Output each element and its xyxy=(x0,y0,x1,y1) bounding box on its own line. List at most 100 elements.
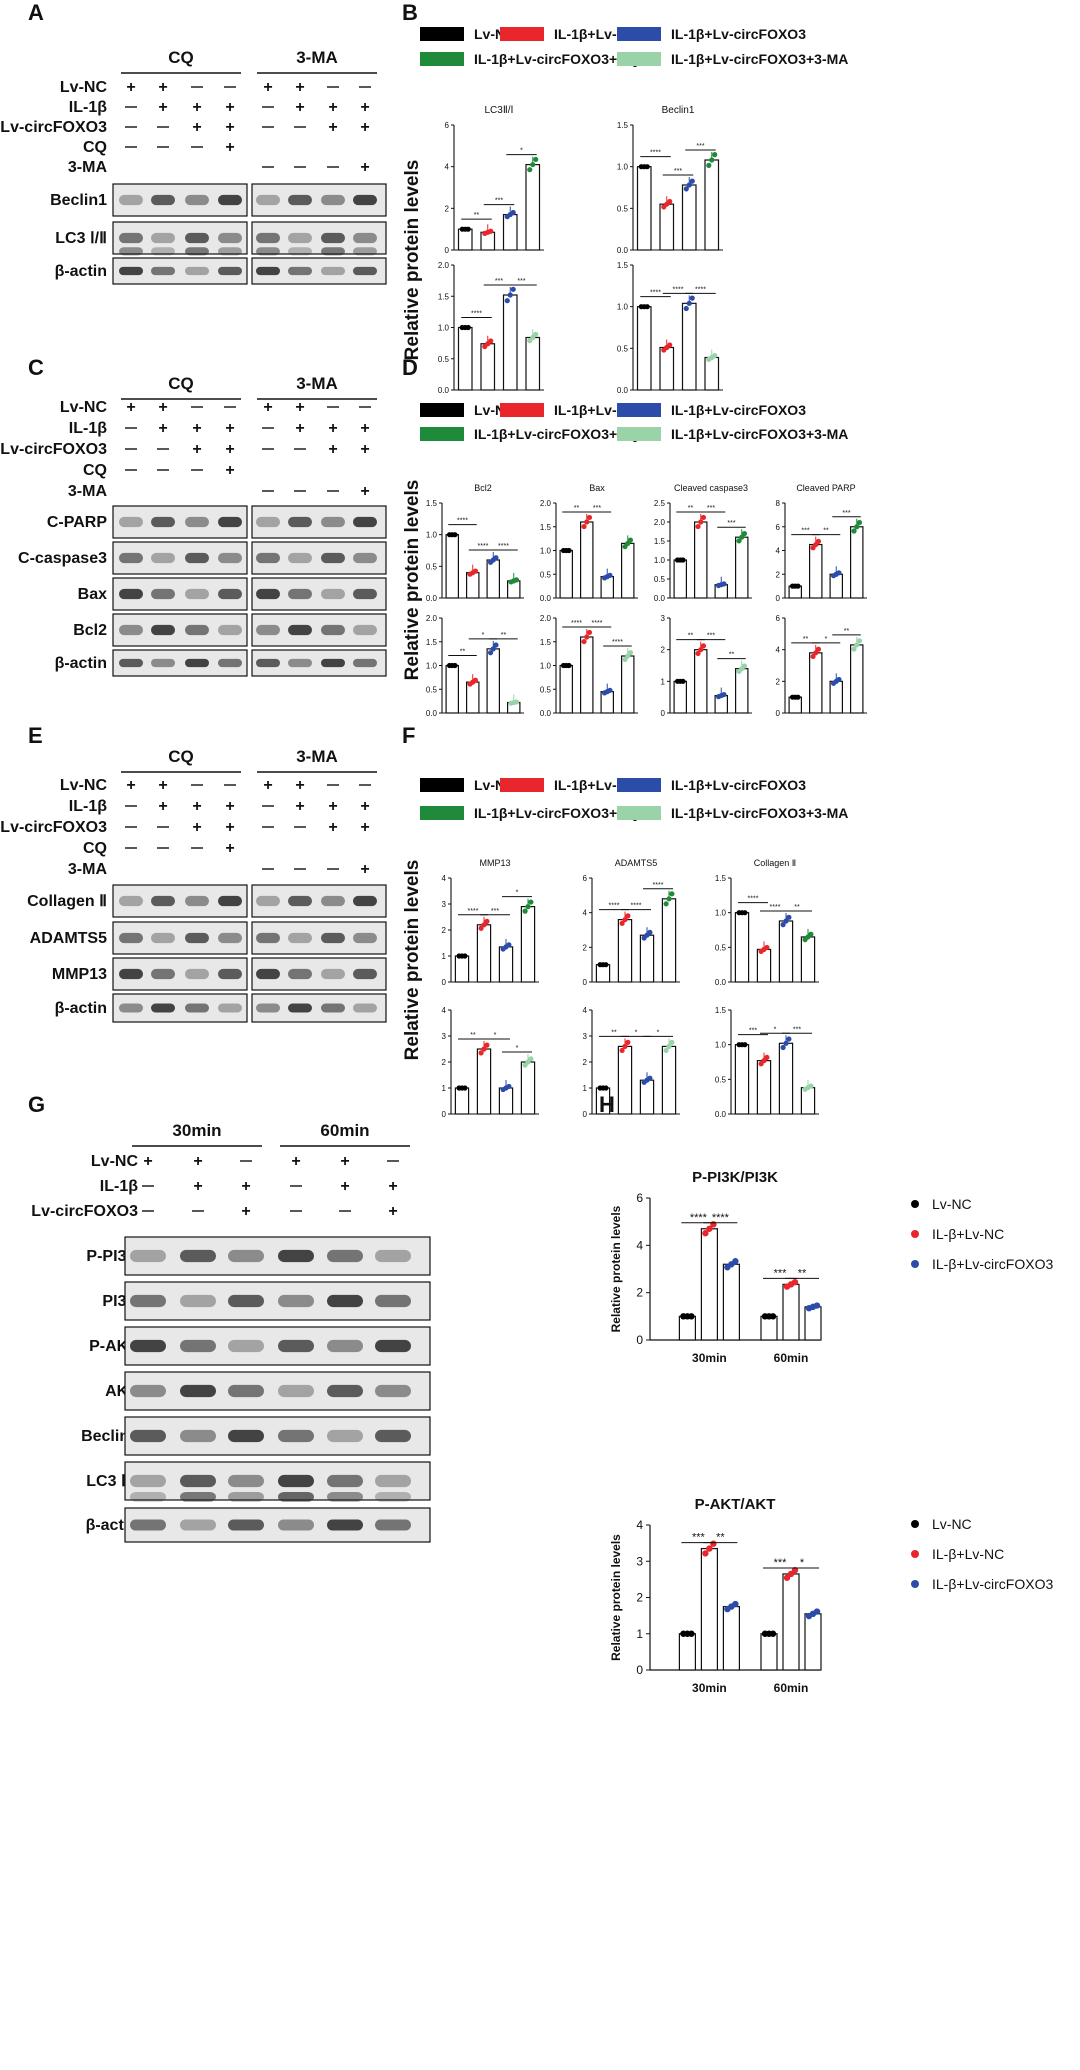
bar xyxy=(520,1061,536,1115)
treatment-sign: + xyxy=(360,119,369,136)
sig-label: * xyxy=(635,1029,638,1036)
treatment-label: CQ xyxy=(83,139,107,156)
y-tick-label: 2 xyxy=(442,1058,447,1067)
band xyxy=(185,1003,209,1013)
group-header: 3-MA xyxy=(296,48,338,67)
sig-label: *** xyxy=(674,168,682,175)
bar xyxy=(636,306,652,391)
data-point xyxy=(667,198,673,205)
data-point xyxy=(795,583,801,589)
data-point xyxy=(452,532,458,538)
band xyxy=(130,1294,166,1308)
sig-label: * xyxy=(774,1026,777,1033)
bar xyxy=(579,636,594,714)
y-tick-label: 1.0 xyxy=(617,303,629,312)
band xyxy=(288,1003,312,1013)
band xyxy=(180,1474,216,1488)
band xyxy=(321,266,345,276)
band xyxy=(353,194,377,206)
band xyxy=(228,1474,264,1488)
panel-d: DLv-NC IL-1β+Lv-NC IL-1β+Lv-circFOXO3IL-1β… xyxy=(402,355,848,442)
data-point xyxy=(783,1574,791,1581)
band xyxy=(130,1491,166,1502)
y-tick-label: 2 xyxy=(445,204,450,213)
bar xyxy=(693,649,708,714)
bar xyxy=(661,898,677,983)
y-tick-label: 4 xyxy=(636,1518,643,1532)
y-tick-label: 1.0 xyxy=(540,547,552,556)
bar xyxy=(808,652,823,714)
band xyxy=(228,1249,264,1263)
band xyxy=(185,194,209,206)
band xyxy=(278,1491,314,1502)
treatment-sign: + xyxy=(225,462,234,479)
bar xyxy=(829,680,843,714)
band xyxy=(375,1339,411,1353)
bar xyxy=(829,573,843,599)
sig-label: ** xyxy=(729,652,735,659)
legend-label: IL-1β+Lv-circFOXO3+CQ xyxy=(474,51,638,67)
band xyxy=(218,266,242,276)
group-header: 3-MA xyxy=(296,747,338,766)
y-tick-label: 0.0 xyxy=(426,709,438,718)
treatment-sign: + xyxy=(328,119,337,136)
band xyxy=(228,1491,264,1502)
y-tick-label: 0 xyxy=(776,709,781,718)
treatment-sign: + xyxy=(295,420,304,437)
data-point xyxy=(856,519,863,526)
treatment-sign: + xyxy=(225,420,234,437)
y-tick-label: 2 xyxy=(583,1058,588,1067)
data-point xyxy=(695,650,701,657)
band xyxy=(327,1491,363,1502)
data-point xyxy=(528,1056,534,1062)
band xyxy=(375,1384,411,1398)
sig-label: **** xyxy=(673,286,684,293)
data-point xyxy=(513,577,520,583)
bar xyxy=(673,559,687,599)
chart-title: ADAMTS5 xyxy=(615,858,658,868)
sig-label: *** xyxy=(749,1028,757,1035)
sig-label: * xyxy=(800,1557,805,1569)
data-point xyxy=(566,662,572,669)
data-point xyxy=(625,1039,631,1045)
band xyxy=(228,1294,264,1308)
band xyxy=(218,232,242,244)
y-tick-label: 1.0 xyxy=(540,662,552,671)
blot-label: Beclin1 xyxy=(50,192,107,209)
band xyxy=(256,624,280,636)
band xyxy=(180,1491,216,1502)
y-tick-label: 4 xyxy=(442,1006,447,1015)
data-point xyxy=(627,537,634,543)
treatment-sign: + xyxy=(360,798,369,815)
band xyxy=(228,1384,264,1398)
bar xyxy=(704,159,720,251)
blot-frame xyxy=(251,993,387,1023)
treatment-sign: + xyxy=(263,777,272,794)
band xyxy=(353,895,377,907)
data-point xyxy=(688,1630,695,1637)
sig-label: * xyxy=(494,1032,497,1039)
band xyxy=(185,552,209,564)
band xyxy=(375,1474,411,1488)
bar xyxy=(498,1087,514,1115)
y-tick-label: 3 xyxy=(442,1032,447,1041)
band xyxy=(321,968,345,980)
y-tick-label: 1.5 xyxy=(654,537,666,546)
data-point xyxy=(478,925,484,931)
band xyxy=(321,624,345,636)
band xyxy=(375,1429,411,1443)
sig-label: *** xyxy=(774,1267,788,1279)
bar-chart: 0.0 0.5 1.0 1.5 **** **** **** xyxy=(617,261,723,395)
bar xyxy=(639,1079,655,1115)
blot-label: ADAMTS5 xyxy=(30,930,107,947)
band xyxy=(256,895,280,907)
sig-label: ** xyxy=(470,1032,476,1039)
y-tick-label: 0.0 xyxy=(617,246,629,255)
data-point xyxy=(780,1044,786,1051)
band xyxy=(256,588,280,600)
y-tick-label: 4 xyxy=(583,1006,588,1015)
treatment-sign: + xyxy=(192,420,201,437)
legend-label: IL-1β+Lv-circFOXO3 xyxy=(671,402,806,418)
bar xyxy=(756,1060,772,1115)
y-tick-label: 0 xyxy=(445,246,450,255)
